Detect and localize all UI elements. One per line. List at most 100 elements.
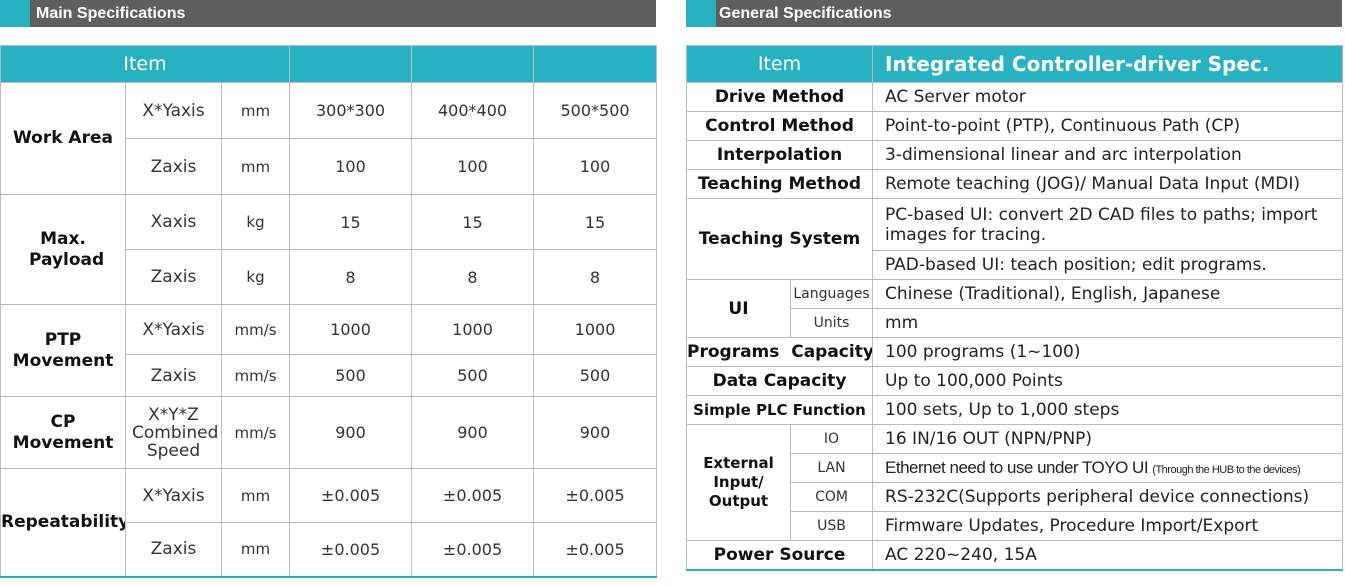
value-cell: 500*500	[533, 82, 658, 139]
sub-item: X*Yaxis	[125, 468, 222, 523]
header-model	[533, 45, 658, 83]
row-label: Data Capacity	[685, 366, 874, 396]
header-model	[411, 45, 535, 83]
value-cell: ±0.005	[289, 468, 413, 523]
header-item: Item	[0, 45, 291, 83]
row-value: PC-based UI: convert 2D CAD files to pat…	[872, 198, 1344, 251]
unit-cell: mm/s	[220, 304, 291, 355]
sub-item: Zaxis	[125, 249, 222, 305]
main-specifications-table: Item Work Area X*Yaxis mm 300*300 400*40…	[0, 45, 658, 578]
row-label: Simple PLC Function	[685, 395, 874, 425]
table-row: Zaxis mm ±0.005 ±0.005 ±0.005	[1, 522, 658, 577]
row-value: RS-232C(Supports peripheral device conne…	[872, 482, 1344, 512]
banner-accent	[686, 0, 716, 27]
row-label: Programs Capacity	[685, 337, 874, 367]
table-row: UI Languages Chinese (Traditional), Engl…	[686, 279, 1344, 338]
value-cell: 1000	[411, 304, 535, 355]
value-cell: 15	[533, 194, 658, 250]
row-label: Control Method	[685, 111, 874, 141]
row-value: 16 IN/16 OUT (NPN/PNP)	[872, 424, 1344, 454]
group-label: Work Area	[0, 82, 126, 195]
row-label: External Input/ Output	[686, 424, 791, 541]
value-cell: 900	[411, 396, 535, 469]
row-label: Teaching System	[685, 198, 874, 280]
header-spec-title: Integrated Controller-driver Spec.	[872, 45, 1344, 83]
banner-accent	[0, 0, 30, 27]
unit-cell: mm	[220, 138, 291, 195]
group-label: Max. Payload	[0, 194, 126, 305]
table-row: Programs Capacity 100 programs (1~100)	[685, 337, 1344, 367]
group-label: CP Movement	[0, 396, 126, 469]
row-label: Teaching Method	[685, 169, 874, 199]
table-row: Teaching System PC-based UI: convert 2D …	[685, 198, 1344, 280]
value-cell: ±0.005	[533, 522, 658, 577]
value-cell: 8	[533, 249, 658, 305]
sub-item: Zaxis	[125, 354, 222, 397]
group-label: PTP Movement	[0, 304, 126, 397]
value-cell: ±0.005	[289, 522, 413, 577]
value-cell: 100	[533, 138, 658, 195]
value-cell: 100	[411, 138, 535, 195]
value-cell: 8	[289, 249, 413, 305]
row-value: AC 220~240, 15A	[872, 540, 1344, 571]
value-cell: 300*300	[289, 82, 413, 139]
table-header-row: Item Integrated Controller-driver Spec.	[685, 45, 1344, 83]
sub-label: Languages	[789, 279, 874, 309]
header-model	[289, 45, 413, 83]
row-label: UI	[686, 279, 791, 338]
sub-item: X*Yaxis	[125, 82, 222, 139]
table-row: Max. Payload Xaxis kg 15 15 15	[0, 194, 658, 305]
value-cell: 15	[411, 194, 535, 250]
row-value: 3-dimensional linear and arc interpolati…	[872, 140, 1344, 170]
table-row: Units mm	[687, 308, 1344, 338]
table-row: External Input/ Output IO 16 IN/16 OUT (…	[686, 424, 1344, 541]
value-cell: 900	[289, 396, 413, 469]
value-cell: 100	[289, 138, 413, 195]
table-row: Power Source AC 220~240, 15A	[685, 540, 1344, 571]
banner-title: General Specifications	[719, 5, 892, 22]
table-header-row: Item	[0, 45, 658, 83]
sub-item: X*Yaxis	[125, 304, 222, 355]
value-cell: 500	[289, 354, 413, 397]
row-value: Ethernet need to use under TOYO UI (Thro…	[872, 453, 1344, 483]
sub-label: COM	[789, 482, 874, 512]
table-row: Zaxis mm/s 500 500 500	[1, 354, 658, 397]
value-text: Ethernet need to use under TOYO UI	[885, 458, 1149, 477]
value-cell: 900	[533, 396, 658, 469]
table-row: Control Method Point-to-point (PTP), Con…	[685, 111, 1344, 141]
row-value: 100 programs (1~100)	[872, 337, 1344, 367]
unit-cell: kg	[220, 194, 291, 250]
sub-item: Zaxis	[125, 138, 222, 195]
general-specifications-table: Item Integrated Controller-driver Spec. …	[685, 45, 1344, 571]
value-cell: 15	[289, 194, 413, 250]
row-value: PAD-based UI: teach position; edit progr…	[872, 250, 1344, 280]
row-value: Up to 100,000 Points	[872, 366, 1344, 396]
unit-cell: mm/s	[220, 396, 291, 469]
row-value: mm	[872, 308, 1344, 338]
unit-cell: mm	[220, 522, 291, 577]
value-cell: 500	[533, 354, 658, 397]
sub-label: USB	[789, 511, 874, 541]
table-row: Interpolation 3-dimensional linear and a…	[685, 140, 1344, 170]
table-row: PTP Movement X*Yaxis mm/s 1000 1000 1000	[0, 304, 658, 397]
value-cell: 1000	[289, 304, 413, 355]
table-row: Work Area X*Yaxis mm 300*300 400*400 500…	[0, 82, 658, 195]
value-cell: 8	[411, 249, 535, 305]
general-specifications-banner: General Specifications	[686, 0, 1342, 27]
table-row: Repeatability X*Yaxis mm ±0.005 ±0.005 ±…	[0, 468, 658, 577]
table-row: USB Firmware Updates, Procedure Import/E…	[687, 511, 1344, 541]
row-value: Point-to-point (PTP), Continuous Path (C…	[872, 111, 1344, 141]
value-note: (Through the HUB to the devices)	[1152, 464, 1301, 476]
row-value: Chinese (Traditional), English, Japanese	[872, 279, 1344, 309]
sub-label: LAN	[789, 453, 874, 483]
row-value: Firmware Updates, Procedure Import/Expor…	[872, 511, 1344, 541]
row-label: Interpolation	[685, 140, 874, 170]
table-row: Zaxis mm 100 100 100	[1, 138, 658, 195]
sub-label: Units	[789, 308, 874, 338]
sub-item: X*Y*Z Combined Speed	[125, 396, 222, 469]
row-value: Remote teaching (JOG)/ Manual Data Input…	[872, 169, 1344, 199]
table-row: Data Capacity Up to 100,000 Points	[685, 366, 1344, 396]
unit-cell: mm/s	[220, 354, 291, 397]
row-label: Power Source	[685, 540, 874, 571]
table-row: CP Movement X*Y*Z Combined Speed mm/s 90…	[0, 396, 658, 469]
